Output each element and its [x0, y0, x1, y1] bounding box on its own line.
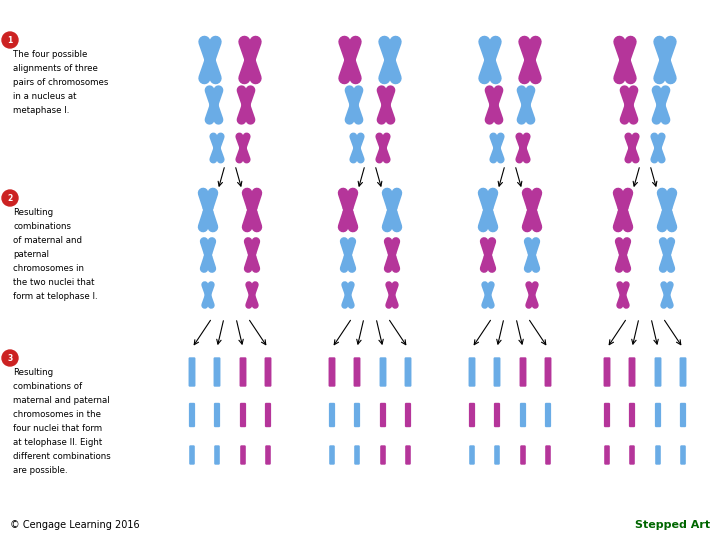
FancyBboxPatch shape	[629, 446, 635, 465]
FancyBboxPatch shape	[680, 446, 685, 465]
FancyBboxPatch shape	[380, 446, 386, 465]
FancyBboxPatch shape	[654, 357, 662, 387]
FancyBboxPatch shape	[494, 403, 500, 427]
FancyBboxPatch shape	[329, 446, 335, 465]
Text: pairs of chromosomes: pairs of chromosomes	[13, 78, 109, 87]
Text: chromosomes in the: chromosomes in the	[13, 410, 101, 419]
FancyBboxPatch shape	[214, 357, 220, 387]
Text: of maternal and: of maternal and	[13, 236, 82, 245]
FancyBboxPatch shape	[520, 403, 526, 427]
Circle shape	[2, 350, 18, 366]
FancyBboxPatch shape	[328, 357, 336, 387]
FancyBboxPatch shape	[265, 403, 271, 427]
FancyBboxPatch shape	[469, 357, 475, 387]
Text: metaphase I.: metaphase I.	[13, 106, 69, 115]
FancyBboxPatch shape	[545, 403, 551, 427]
Circle shape	[2, 190, 18, 206]
Text: paternal: paternal	[13, 250, 49, 259]
FancyBboxPatch shape	[380, 403, 386, 427]
FancyBboxPatch shape	[354, 403, 360, 427]
Circle shape	[2, 32, 18, 48]
Text: Resulting: Resulting	[13, 368, 53, 377]
Text: at telophase II. Eight: at telophase II. Eight	[13, 438, 102, 447]
FancyBboxPatch shape	[240, 403, 246, 427]
Text: are possible.: are possible.	[13, 466, 68, 475]
FancyBboxPatch shape	[493, 357, 500, 387]
FancyBboxPatch shape	[629, 403, 635, 427]
FancyBboxPatch shape	[189, 357, 195, 387]
FancyBboxPatch shape	[655, 446, 661, 465]
FancyBboxPatch shape	[240, 357, 246, 387]
Text: 3: 3	[7, 354, 13, 363]
FancyBboxPatch shape	[265, 446, 271, 465]
FancyBboxPatch shape	[680, 357, 686, 387]
FancyBboxPatch shape	[329, 403, 335, 427]
FancyBboxPatch shape	[240, 446, 246, 465]
Text: alignments of three: alignments of three	[13, 64, 98, 73]
Text: Stepped Art: Stepped Art	[635, 520, 710, 530]
FancyBboxPatch shape	[604, 403, 610, 427]
Text: the two nuclei that: the two nuclei that	[13, 278, 94, 287]
FancyBboxPatch shape	[354, 357, 361, 387]
FancyBboxPatch shape	[379, 357, 387, 387]
Text: © Cengage Learning 2016: © Cengage Learning 2016	[10, 520, 140, 530]
Text: The four possible: The four possible	[13, 50, 87, 59]
FancyBboxPatch shape	[215, 446, 220, 465]
FancyBboxPatch shape	[545, 446, 551, 465]
FancyBboxPatch shape	[264, 357, 271, 387]
Text: maternal and paternal: maternal and paternal	[13, 396, 109, 405]
Text: 1: 1	[7, 36, 13, 45]
Text: four nuclei that form: four nuclei that form	[13, 424, 102, 433]
FancyBboxPatch shape	[214, 403, 220, 427]
Text: 2: 2	[7, 194, 13, 203]
Text: combinations of: combinations of	[13, 382, 82, 391]
FancyBboxPatch shape	[544, 357, 552, 387]
Text: Resulting: Resulting	[13, 208, 53, 217]
FancyBboxPatch shape	[604, 446, 610, 465]
FancyBboxPatch shape	[405, 446, 411, 465]
Text: form at telophase I.: form at telophase I.	[13, 292, 98, 301]
FancyBboxPatch shape	[189, 403, 195, 427]
FancyBboxPatch shape	[520, 446, 526, 465]
FancyBboxPatch shape	[680, 403, 686, 427]
FancyBboxPatch shape	[469, 403, 475, 427]
FancyBboxPatch shape	[405, 403, 411, 427]
FancyBboxPatch shape	[405, 357, 411, 387]
FancyBboxPatch shape	[655, 403, 661, 427]
FancyBboxPatch shape	[603, 357, 611, 387]
Text: different combinations: different combinations	[13, 452, 111, 461]
Text: combinations: combinations	[13, 222, 71, 231]
Text: chromosomes in: chromosomes in	[13, 264, 84, 273]
FancyBboxPatch shape	[520, 357, 526, 387]
FancyBboxPatch shape	[354, 446, 360, 465]
FancyBboxPatch shape	[494, 446, 500, 465]
FancyBboxPatch shape	[629, 357, 636, 387]
Text: in a nucleus at: in a nucleus at	[13, 92, 76, 101]
FancyBboxPatch shape	[469, 446, 474, 465]
FancyBboxPatch shape	[189, 446, 195, 465]
